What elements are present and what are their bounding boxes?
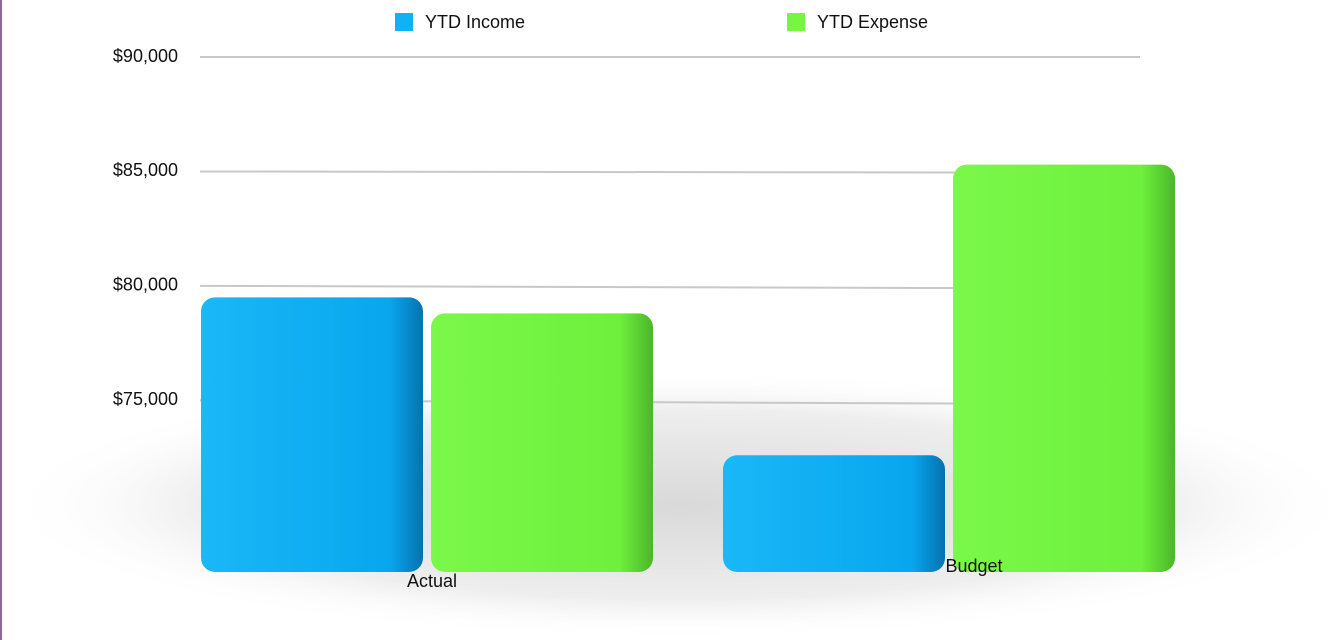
bar bbox=[431, 313, 653, 572]
y-tick-label: $75,000 bbox=[113, 389, 178, 409]
legend-label: YTD Expense bbox=[817, 12, 928, 32]
y-tick-label: $85,000 bbox=[113, 160, 178, 180]
x-tick-label: Budget bbox=[945, 556, 1002, 576]
legend-label: YTD Income bbox=[425, 12, 525, 32]
y-tick-label: $80,000 bbox=[113, 275, 178, 295]
bar bbox=[723, 455, 945, 572]
bar bbox=[201, 297, 423, 572]
legend-swatch bbox=[787, 13, 805, 31]
x-tick-label: Actual bbox=[407, 571, 457, 591]
legend-swatch bbox=[395, 13, 413, 31]
bar bbox=[953, 164, 1175, 573]
y-tick-label: $90,000 bbox=[113, 46, 178, 66]
